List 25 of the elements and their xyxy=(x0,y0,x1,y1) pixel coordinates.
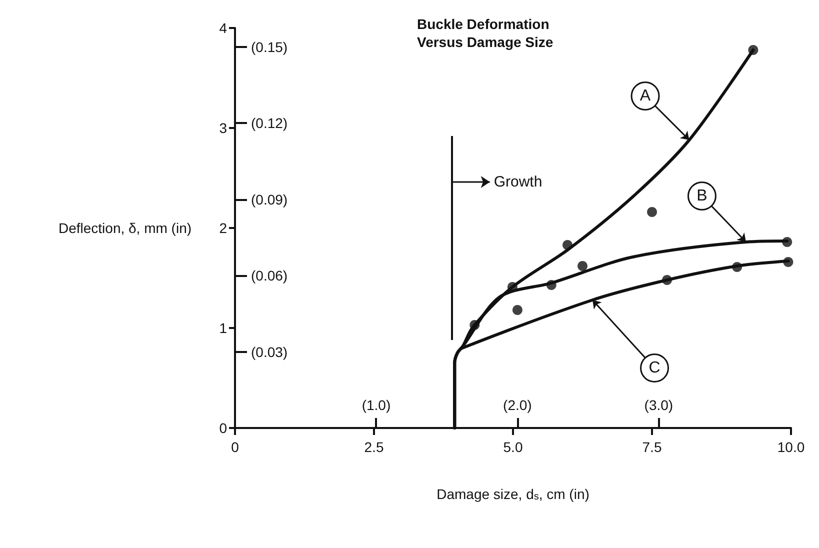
annotation: C xyxy=(648,360,660,376)
y2-tick-label: (0.15) xyxy=(251,39,288,56)
y-tick-label: 3 xyxy=(219,120,228,136)
x-tick-label: 2.5 xyxy=(364,439,384,455)
y-tick-label: 1 xyxy=(219,320,228,336)
annotation: A xyxy=(640,88,651,104)
x-axis-title: Damage size, ds, cm (in) xyxy=(436,486,590,502)
x-tick-label: 0 xyxy=(231,439,240,455)
x-tick-label: 10.0 xyxy=(777,439,805,455)
annotation: B xyxy=(696,188,708,204)
y-axis-title: Deflection, δ, mm (in) xyxy=(58,220,192,236)
x2-tick-label: (2.0) xyxy=(503,397,532,413)
x-tick-label: 5.0 xyxy=(503,439,523,455)
x2-tick-label: (1.0) xyxy=(362,397,391,413)
y2-tick-label: (0.03) xyxy=(251,344,288,360)
y2-tick-label: (0.06) xyxy=(251,268,288,284)
x-tick-label: 7.5 xyxy=(642,439,662,455)
y2-tick-label: (0.12) xyxy=(251,115,288,132)
y-tick-label: 4 xyxy=(219,20,228,36)
x2-tick-label: (3.0) xyxy=(644,397,674,413)
ref-line-label: Growth xyxy=(494,174,542,190)
y-tick-label: 2 xyxy=(219,220,228,236)
y-tick-label: 0 xyxy=(219,420,228,436)
y2-tick-label: (0.09) xyxy=(251,191,288,208)
chart-title: Buckle Deformation Versus Damage Size xyxy=(417,16,554,50)
